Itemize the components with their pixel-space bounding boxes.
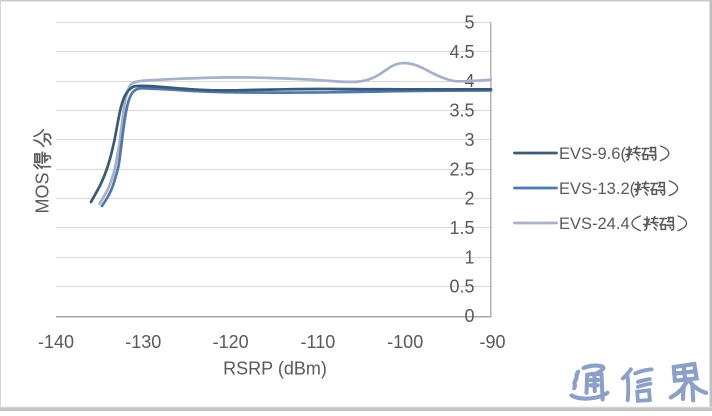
svg-text:-100: -100 [387, 332, 423, 352]
svg-text:0: 0 [464, 306, 474, 326]
svg-text:-110: -110 [301, 332, 336, 352]
svg-text:EVS-13.2(: EVS-13.2( [559, 180, 636, 198]
svg-text:EVS-9.6(: EVS-9.6( [559, 145, 626, 163]
svg-text:0.5: 0.5 [449, 277, 474, 297]
svg-text:-120: -120 [213, 332, 249, 352]
svg-text:1.5: 1.5 [449, 218, 474, 238]
svg-text:3: 3 [464, 130, 474, 150]
svg-text:4.5: 4.5 [449, 42, 474, 62]
svg-text:2.5: 2.5 [449, 159, 474, 179]
svg-text:MOS: MOS [33, 172, 53, 213]
svg-text:1: 1 [464, 247, 474, 267]
svg-text:-140: -140 [38, 332, 74, 352]
svg-text:-90: -90 [479, 332, 505, 352]
svg-text:5: 5 [464, 13, 474, 33]
svg-text:-130: -130 [125, 332, 161, 352]
svg-text:3.5: 3.5 [449, 101, 474, 121]
svg-text:EVS-24.4: EVS-24.4 [559, 215, 630, 233]
svg-text:RSRP (dBm): RSRP (dBm) [223, 359, 327, 379]
svg-text:2: 2 [464, 189, 474, 209]
